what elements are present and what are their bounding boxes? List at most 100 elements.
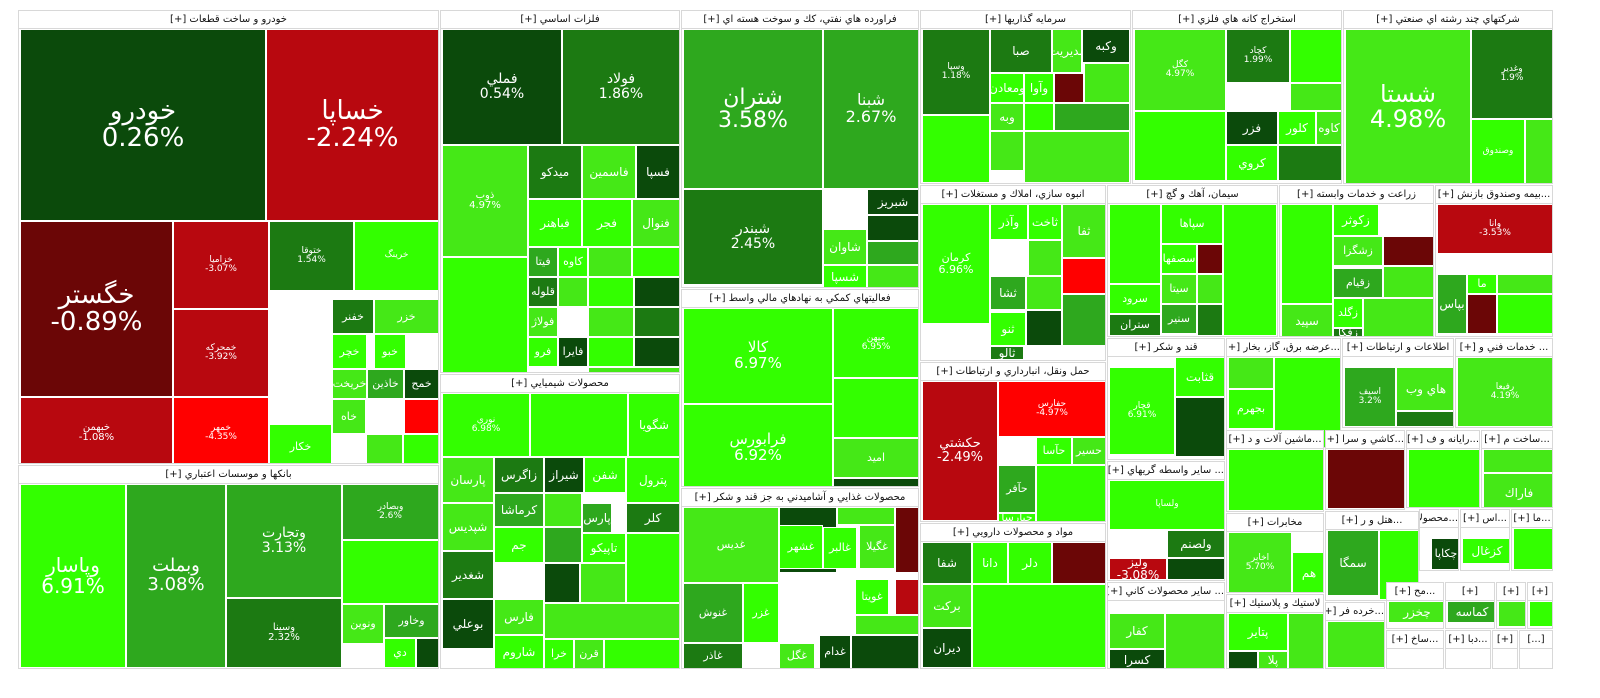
stock-tile-minor[interactable] <box>632 247 679 277</box>
stock-tile-minor[interactable] <box>604 639 679 668</box>
sector-title[interactable]: ...محصولا [+] <box>1420 510 1458 528</box>
stock-tile[interactable]: خچر <box>332 334 367 369</box>
stock-tile[interactable]: حفارس -4.97% <box>998 381 1105 437</box>
stock-tile[interactable]: ديران <box>922 628 972 668</box>
stock-tile[interactable]: چكاپا <box>1431 538 1458 570</box>
stock-tile-minor[interactable] <box>1084 63 1130 103</box>
sector-title[interactable]: ... ساير محصولات كاني [+] <box>1108 583 1224 601</box>
sector-title[interactable]: زراعت و خدمات وابسته [+] <box>1280 186 1433 204</box>
stock-tile-minor[interactable] <box>1513 528 1552 570</box>
stock-tile[interactable]: غدام <box>819 635 851 668</box>
stock-tile-minor[interactable] <box>1228 651 1258 668</box>
sector-title[interactable]: [...] <box>1520 631 1552 649</box>
stock-tile-minor[interactable] <box>404 399 438 434</box>
sector-title[interactable]: سيمان، آهك و گچ [+] <box>1108 186 1277 204</box>
sector-title[interactable]: ...رايانه و ف [+] <box>1407 431 1479 449</box>
stock-tile[interactable]: شتران 3.58% <box>683 29 823 189</box>
stock-tile[interactable]: نوري 6.98% <box>442 393 530 457</box>
stock-tile[interactable]: فايرا <box>558 337 588 367</box>
sector-title[interactable]: ... خدمات فني و [+] <box>1456 339 1552 357</box>
stock-tile[interactable]: غگيلا <box>859 525 895 569</box>
stock-tile-minor[interactable] <box>1327 449 1404 509</box>
stock-tile-minor[interactable] <box>530 393 628 457</box>
stock-tile[interactable]: فسپا <box>636 145 679 199</box>
stock-tile[interactable]: پترول <box>626 457 679 503</box>
sector-title[interactable]: محصولات غذايي و آشاميدني به جز قند و شكر… <box>682 489 918 507</box>
stock-tile[interactable]: بوعلي <box>442 599 494 649</box>
stock-tile[interactable]: وسپا 1.18% <box>922 29 990 115</box>
stock-tile-minor[interactable] <box>990 131 1024 171</box>
stock-tile[interactable]: غزر <box>743 583 779 643</box>
stock-tile-minor[interactable] <box>1498 601 1525 627</box>
stock-tile[interactable]: رفيعا 4.19% <box>1457 357 1552 427</box>
stock-tile[interactable]: خزر <box>374 299 438 334</box>
stock-tile-minor[interactable] <box>544 493 582 527</box>
stock-tile[interactable]: پارس <box>582 503 612 533</box>
stock-tile[interactable]: ثفا <box>1062 204 1105 258</box>
stock-tile[interactable]: ميهن 6.95% <box>833 308 918 378</box>
stock-tile-minor[interactable] <box>588 277 634 307</box>
stock-tile[interactable]: خريخت <box>332 369 367 399</box>
stock-tile[interactable]: چخزر <box>1388 601 1443 623</box>
stock-tile[interactable]: وغدير 1.9% <box>1471 29 1552 119</box>
sector-title[interactable]: قند و شكر [+] <box>1108 339 1224 357</box>
sector-title[interactable]: ...ساخ [+] <box>1387 631 1443 649</box>
stock-tile[interactable]: ما <box>1467 274 1497 294</box>
stock-tile[interactable]: وآوا <box>1024 73 1054 103</box>
stock-tile-minor[interactable] <box>1052 542 1105 584</box>
stock-tile[interactable]: شفن <box>584 457 626 493</box>
sector-title[interactable]: ...خرده فر [+] <box>1326 603 1384 621</box>
stock-tile[interactable]: خساپا -2.24% <box>266 29 438 221</box>
stock-tile[interactable]: خرا <box>544 639 574 668</box>
stock-tile[interactable]: دلر <box>1008 542 1052 584</box>
stock-tile-minor[interactable] <box>837 507 895 525</box>
sector-title[interactable]: ...ماشين آلات و د [+] <box>1227 431 1323 449</box>
sector-title[interactable]: ... ساير واسطه گريهاي [+] <box>1108 462 1224 480</box>
stock-tile-minor[interactable] <box>1165 613 1224 668</box>
stock-tile-minor[interactable] <box>1134 111 1226 181</box>
stock-tile-minor[interactable] <box>1467 294 1497 334</box>
stock-tile[interactable]: حكشتي -2.49% <box>922 381 998 521</box>
stock-tile[interactable]: كالا 6.97% <box>683 308 833 404</box>
stock-tile[interactable]: غشهر <box>779 525 823 569</box>
stock-tile-minor[interactable] <box>1054 103 1130 131</box>
stock-tile[interactable]: سرود <box>1109 284 1161 314</box>
stock-tile-minor[interactable] <box>1197 244 1223 274</box>
sector-title[interactable]: [+] <box>1446 583 1494 601</box>
stock-tile-minor[interactable] <box>588 367 679 372</box>
stock-tile[interactable]: هم <box>1292 552 1323 592</box>
stock-tile[interactable]: فرو <box>528 337 558 367</box>
stock-tile-minor[interactable] <box>895 579 918 615</box>
sector-title[interactable]: حمل ونقل، انبارداري و ارتباطات [+] <box>921 363 1105 381</box>
stock-tile-minor[interactable] <box>1281 204 1333 304</box>
sector-title[interactable]: استخراج كانه هاي فلزي [+] <box>1133 11 1341 29</box>
stock-tile[interactable]: فملي 0.54% <box>442 29 562 145</box>
stock-tile-minor[interactable] <box>1109 204 1161 284</box>
stock-tile[interactable]: زفكا <box>1333 328 1363 336</box>
sector-title[interactable]: ...عرضه برق، گاز، بخار [+] <box>1227 339 1340 357</box>
sector-title[interactable]: ...بيمه وصندوق بازنش [+] <box>1436 186 1552 204</box>
stock-tile[interactable]: غالبر <box>823 527 857 569</box>
stock-tile[interactable]: وانا -3.53% <box>1437 204 1552 254</box>
stock-tile-minor[interactable] <box>634 337 679 367</box>
stock-tile[interactable]: وبملت 3.08% <box>126 484 226 668</box>
stock-tile-minor[interactable] <box>1288 613 1323 668</box>
stock-tile-minor[interactable] <box>851 635 918 668</box>
stock-tile-minor[interactable] <box>1290 29 1341 83</box>
sector-title[interactable]: [+] <box>1528 583 1552 601</box>
stock-tile[interactable]: ونوين <box>342 604 384 644</box>
stock-tile[interactable]: وصندوق <box>1471 119 1525 183</box>
stock-tile[interactable]: شاوان <box>823 229 867 265</box>
stock-tile-minor[interactable] <box>1525 119 1552 183</box>
stock-tile[interactable]: هاي وب <box>1396 367 1453 411</box>
stock-tile-minor[interactable] <box>442 257 528 372</box>
stock-tile[interactable]: فولاد 1.86% <box>562 29 679 145</box>
stock-tile[interactable]: فباهنر <box>528 199 582 247</box>
stock-tile-minor[interactable] <box>1223 204 1277 336</box>
stock-tile-minor[interactable] <box>1408 449 1479 507</box>
stock-tile[interactable]: وكبه <box>1082 29 1130 63</box>
stock-tile[interactable]: سنير <box>1161 304 1197 334</box>
stock-tile[interactable]: شبريز <box>867 189 918 215</box>
stock-tile[interactable]: شپديس <box>442 503 494 551</box>
stock-tile[interactable]: ثاخت <box>1028 204 1062 240</box>
